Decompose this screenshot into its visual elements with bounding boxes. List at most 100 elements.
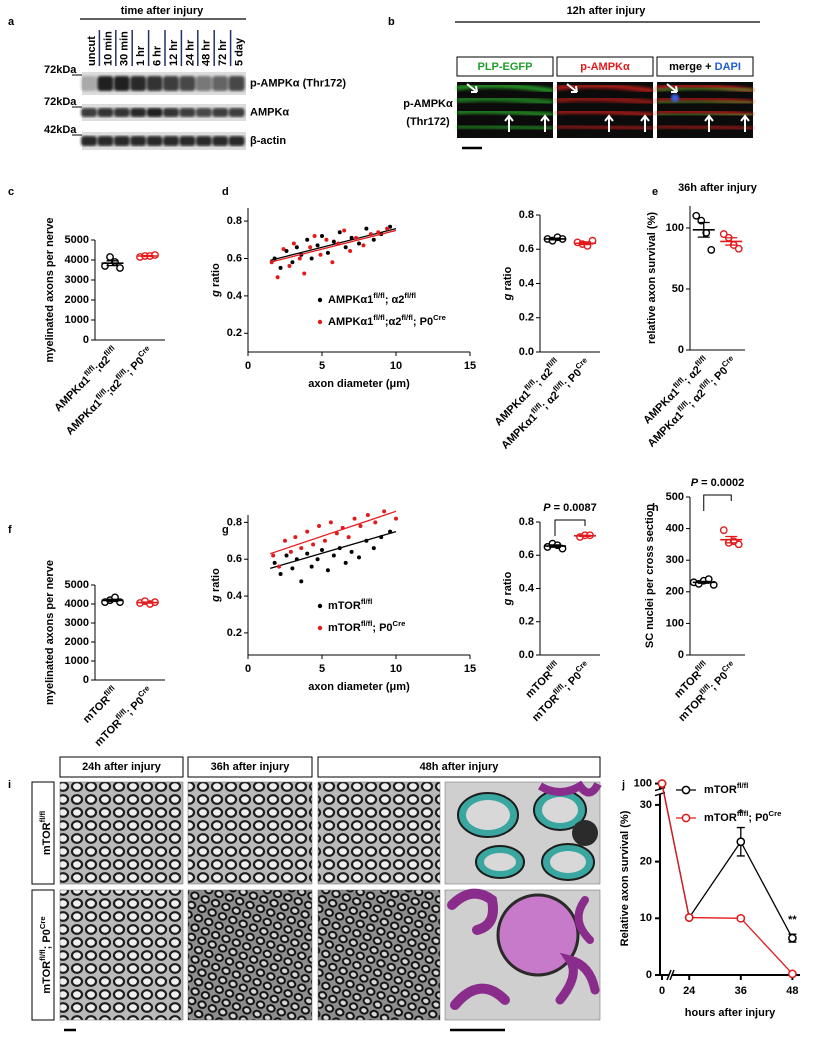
y-axis-label: relative axon survival (%) — [646, 212, 658, 344]
data-point — [302, 271, 307, 276]
text-segment: ; P0 — [708, 365, 731, 388]
blot-band — [113, 76, 130, 91]
text-segment: mTOR — [81, 694, 113, 726]
blot-band — [146, 76, 163, 91]
blot-band — [97, 136, 114, 146]
lane-label: 30 min — [119, 31, 131, 66]
data-point — [287, 263, 292, 268]
column-label: 24h after injury — [82, 761, 162, 773]
blot-band — [179, 136, 196, 146]
data-point — [382, 509, 387, 514]
text-segment: ;α2 — [385, 316, 402, 328]
error-bar — [697, 221, 710, 238]
significance-bracket — [703, 494, 732, 511]
data-point — [305, 551, 310, 556]
degenerating-axon — [496, 893, 580, 977]
data-point — [346, 535, 351, 540]
legend-label: mTORfl/fl — [704, 781, 748, 796]
blot-band — [195, 108, 212, 117]
error-bar — [141, 601, 154, 604]
data-point — [331, 553, 336, 558]
em-image — [317, 781, 441, 885]
row-label: mTORfl/fl — [38, 811, 53, 855]
degenerating-myelin — [450, 983, 510, 1010]
em-image — [187, 781, 313, 885]
blot-band — [97, 108, 114, 117]
x-tick-label: 0 — [659, 985, 665, 997]
lane-label: 12 hr — [168, 39, 180, 66]
y-tick-label: 0.2 — [519, 616, 534, 628]
text-segment: ; α2 — [686, 387, 708, 409]
channel-label: PLP-EGFP — [477, 61, 532, 73]
em-image — [187, 889, 313, 1021]
data-point — [657, 779, 667, 788]
data-point — [684, 913, 694, 922]
text-segment: g — [502, 598, 514, 606]
y-axis-label: myelinated axons per nerve — [44, 560, 56, 705]
p-value: P = 0.0002 — [691, 477, 745, 489]
data-point — [337, 230, 342, 235]
fiber-signal — [656, 112, 754, 117]
fiber-signal — [456, 83, 554, 93]
axon — [466, 800, 510, 830]
blot-band — [81, 136, 97, 146]
text-segment: ; P0 — [561, 670, 584, 693]
text-segment: ; α2 — [539, 389, 561, 411]
text-segment: P — [543, 502, 551, 514]
data-point — [325, 568, 330, 573]
y-tick-label: 100 — [666, 617, 684, 629]
row-header — [31, 889, 55, 1021]
em-image — [59, 889, 184, 1021]
legend-marker — [317, 625, 323, 631]
data-point — [311, 542, 316, 547]
panel-letter: f — [8, 524, 12, 536]
blot-band — [228, 136, 245, 146]
error-bar — [549, 544, 561, 548]
blot-title: time after injury — [121, 5, 204, 17]
data-point — [305, 529, 310, 534]
error-bar — [697, 580, 710, 584]
text-segment: p-AMPKα — [580, 61, 630, 73]
y-axis-label: SC nuclei per cross section — [644, 504, 656, 649]
blot-band — [212, 136, 229, 146]
text-segment: ; P0 — [372, 622, 392, 634]
error-bar — [579, 241, 591, 246]
legend-marker — [317, 297, 323, 303]
data-point — [734, 540, 743, 549]
text-segment: AMPKα1 — [328, 294, 373, 306]
x-axis-label: hours after injury — [685, 1007, 776, 1019]
data-point — [376, 230, 381, 235]
data-point — [365, 513, 370, 517]
data-point — [371, 546, 376, 551]
text-segment: fl/fl — [737, 809, 749, 818]
arrow — [566, 83, 578, 93]
data-point — [293, 535, 298, 540]
data-point — [291, 241, 296, 246]
data-point — [324, 237, 329, 242]
text-segment: fl/fl — [373, 291, 385, 300]
y-tick-label: 0.4 — [519, 582, 535, 594]
lane-label: 5 day — [234, 37, 246, 66]
error-bar — [106, 260, 119, 267]
data-point — [736, 913, 746, 923]
data-point — [707, 246, 716, 254]
data-point — [349, 549, 354, 554]
text-segment: ratio — [210, 263, 222, 290]
y-axis-label: g ratio — [502, 571, 514, 606]
nucleus — [572, 820, 598, 846]
channel-header — [456, 56, 554, 77]
x-tick-label: 10 — [390, 663, 402, 675]
chart-title: 36h after injury — [678, 182, 758, 194]
data-point — [294, 245, 299, 250]
y-tick-label: 0.6 — [519, 243, 534, 255]
lane-label: 1 hr — [135, 45, 147, 66]
data-point — [352, 516, 357, 521]
data-point — [325, 250, 330, 255]
y-axis-label: g ratio — [502, 266, 514, 301]
degenerating-myelin — [574, 896, 594, 944]
y-tick-label: 0.0 — [519, 649, 534, 661]
text-segment: ratio — [210, 568, 222, 595]
fiber-signal — [556, 95, 654, 106]
